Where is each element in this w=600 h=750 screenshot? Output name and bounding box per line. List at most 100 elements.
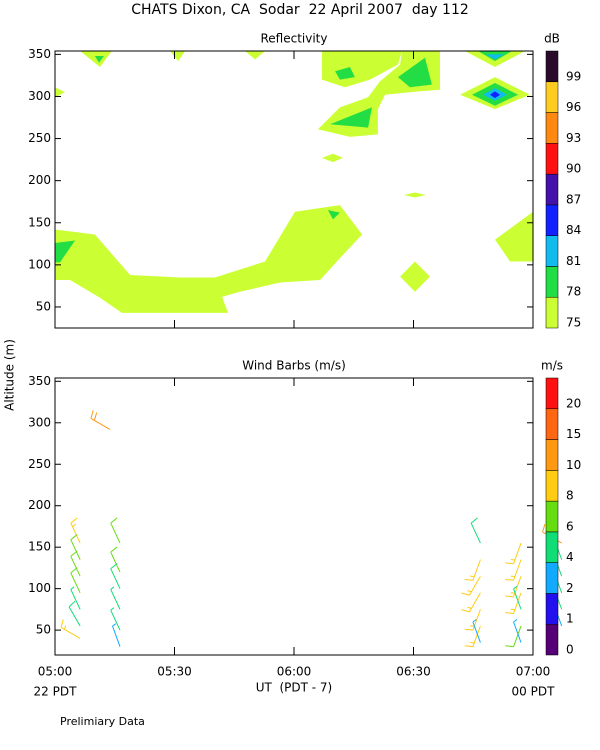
contour-layer (55, 51, 533, 313)
colorbar-tick-label: 15 (566, 427, 581, 441)
wind-barb (110, 563, 121, 589)
wind-barb (470, 517, 481, 544)
contour-region (397, 57, 432, 88)
colorbar-label: dB (544, 32, 560, 46)
colorbar-tick-label: 10 (566, 458, 581, 472)
y-tick-label: 100 (28, 257, 51, 271)
wind-barb (110, 586, 121, 610)
wind-barb (464, 559, 481, 581)
x-tick-label: 06:00 (277, 665, 312, 679)
wind-barb (90, 410, 111, 430)
x-tick-label: 06:30 (396, 665, 431, 679)
colorbar-swatch (545, 439, 559, 471)
colorbar-swatch (545, 143, 559, 175)
panel-title: Reflectivity (260, 32, 327, 46)
y-tick-label: 100 (28, 581, 51, 595)
colorbar-tick-label: 4 (566, 550, 574, 564)
colorbar-swatch (545, 112, 559, 144)
contour-region (327, 210, 340, 220)
contour-region (245, 51, 266, 60)
y-tick-label: 200 (28, 498, 51, 512)
wind-barb (461, 592, 481, 613)
colorbar-tick-label: 75 (566, 316, 581, 330)
wind-barb (505, 592, 522, 614)
colorbar-tick-label: 93 (566, 131, 581, 145)
y-tick-label: 50 (36, 623, 51, 637)
y-tick-label: 50 (36, 299, 51, 313)
colorbar-swatch (545, 500, 559, 533)
colorbar-swatch (545, 531, 559, 563)
colorbar-tick-label: 78 (566, 285, 581, 299)
contour-region (494, 211, 533, 262)
y-tick-label: 250 (28, 457, 51, 471)
colorbar-swatch (545, 173, 559, 206)
wind-barb (68, 600, 81, 627)
wind-barb (513, 585, 522, 610)
footnote: Prelimiary Data (60, 715, 145, 728)
chart-title: CHATS Dixon, CA Sodar 22 April 2007 day … (131, 2, 469, 18)
colorbar-swatch (545, 204, 559, 236)
y-tick-label: 350 (28, 47, 51, 61)
y-tick-label: 250 (28, 131, 51, 145)
contour-region (94, 56, 104, 63)
colorbar-tick-label: 20 (566, 396, 581, 410)
colorbar-swatch (545, 266, 559, 298)
wind-barb (70, 550, 81, 577)
colorbar-tick-label: 81 (566, 254, 581, 268)
x-tick-label: 07:00 (516, 665, 551, 679)
contour-region (55, 205, 363, 313)
contour-region (80, 51, 112, 67)
colorbar-swatch (545, 562, 559, 594)
wind-barb (112, 623, 121, 647)
x-tick-label: 05:00 (38, 665, 73, 679)
colorbar-tick-label: 99 (566, 69, 581, 83)
colorbar-tick-label: 87 (566, 192, 581, 206)
colorbar-swatch (545, 623, 559, 656)
y-axis-label: Altitude (m) (3, 339, 17, 411)
colorbar-tick-label: 84 (566, 223, 581, 237)
colorbar-tick-label: 8 (566, 489, 574, 503)
colorbar-label: m/s (541, 359, 563, 373)
contour-region (489, 91, 501, 99)
contour-region (321, 153, 343, 163)
wind-barb (110, 607, 121, 631)
wind-barb (70, 586, 81, 610)
wind-barb (70, 534, 81, 560)
wind-barb (70, 517, 81, 544)
wind-barb (505, 625, 522, 648)
colorbar-tick-label: 96 (566, 100, 581, 114)
colorbar-tick-label: 1 (566, 612, 574, 626)
contour-region (55, 87, 66, 98)
x-end-label: 00 PDT (512, 685, 556, 699)
x-start-label: 22 PDT (34, 685, 78, 699)
y-tick-label: 200 (28, 173, 51, 187)
wind-barb (505, 559, 522, 581)
colorbar-swatch (545, 408, 559, 440)
colorbar-swatch (545, 593, 559, 625)
contour-region (169, 51, 186, 62)
y-tick-label: 350 (28, 374, 51, 388)
contour-region (55, 240, 76, 263)
contour-region (403, 192, 426, 198)
colorbar-swatch (545, 377, 559, 410)
wind-barb (472, 619, 481, 643)
y-tick-label: 300 (28, 89, 51, 103)
colorbar-tick-label: 0 (566, 643, 574, 657)
y-tick-label: 300 (28, 415, 51, 429)
panel-title: Wind Barbs (m/s) (242, 359, 346, 373)
colorbar-tick-label: 2 (566, 581, 574, 595)
wind-barb (60, 619, 81, 639)
colorbar-swatch (545, 81, 559, 113)
contour-region (485, 54, 505, 60)
colorbar-swatch (545, 470, 559, 502)
contour-region (330, 107, 372, 128)
wind-barb (505, 542, 522, 565)
wind-barb (464, 625, 481, 648)
wind-barb (513, 619, 522, 643)
colorbar-swatch (545, 296, 559, 329)
y-tick-label: 150 (28, 540, 51, 554)
colorbar-swatch (545, 50, 559, 83)
wind-barb (110, 546, 121, 573)
